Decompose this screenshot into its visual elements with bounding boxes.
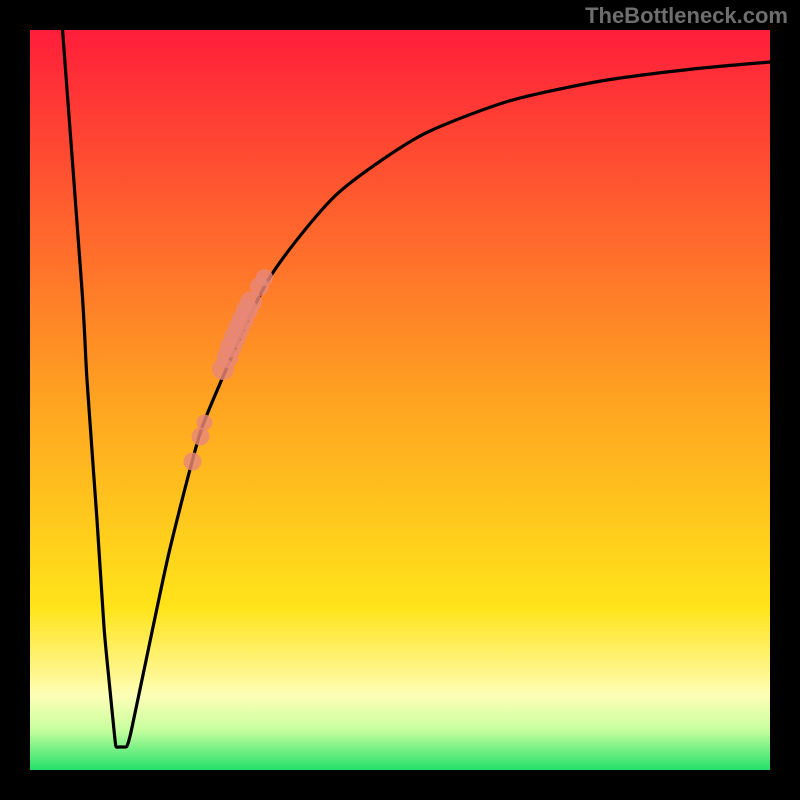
bottleneck-curve-chart bbox=[0, 0, 800, 800]
chart-container: TheBottleneck.com bbox=[0, 0, 800, 800]
highlight-marker bbox=[192, 428, 210, 446]
highlight-marker bbox=[197, 415, 213, 431]
chart-gradient-background bbox=[30, 30, 770, 770]
attribution-label: TheBottleneck.com bbox=[585, 3, 788, 29]
highlight-marker bbox=[256, 269, 273, 286]
highlight-marker bbox=[184, 453, 202, 471]
